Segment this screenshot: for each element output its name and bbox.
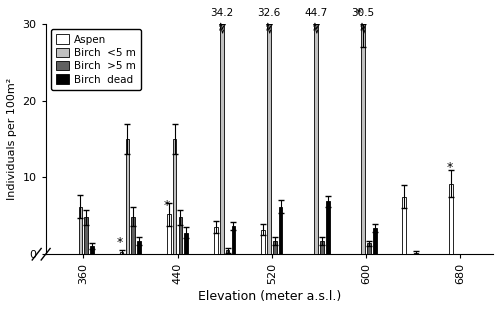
Bar bbox=[320, 241, 324, 254]
Bar bbox=[172, 139, 176, 254]
Bar bbox=[414, 253, 418, 254]
Bar bbox=[84, 217, 88, 254]
Text: *: * bbox=[356, 7, 362, 20]
Y-axis label: Individuals per 100m²: Individuals per 100m² bbox=[7, 78, 17, 200]
Bar bbox=[178, 217, 182, 254]
Text: *: * bbox=[446, 161, 452, 174]
Bar bbox=[450, 184, 453, 254]
Text: *: * bbox=[164, 199, 170, 212]
Bar bbox=[120, 252, 124, 254]
Bar bbox=[220, 24, 224, 254]
Text: 44.7: 44.7 bbox=[304, 8, 328, 18]
Bar bbox=[184, 233, 188, 254]
Bar bbox=[132, 217, 136, 254]
Bar bbox=[361, 24, 365, 254]
Bar bbox=[90, 246, 94, 254]
Bar bbox=[214, 227, 218, 254]
Bar bbox=[273, 241, 276, 254]
Bar bbox=[278, 207, 282, 254]
Text: *: * bbox=[116, 236, 123, 249]
Text: 30.5: 30.5 bbox=[352, 8, 374, 18]
Text: 34.2: 34.2 bbox=[210, 8, 234, 18]
Bar bbox=[314, 24, 318, 254]
Bar bbox=[402, 197, 406, 254]
X-axis label: Elevation (meter a.s.l.): Elevation (meter a.s.l.) bbox=[198, 290, 341, 303]
Bar bbox=[267, 24, 270, 254]
Bar bbox=[367, 243, 370, 254]
Text: 32.6: 32.6 bbox=[257, 8, 280, 18]
Bar bbox=[232, 226, 235, 254]
Bar bbox=[167, 214, 170, 254]
Bar bbox=[78, 207, 82, 254]
Bar bbox=[373, 228, 376, 254]
Bar bbox=[326, 201, 330, 254]
Bar bbox=[226, 250, 230, 254]
Legend: Aspen, Birch  <5 m, Birch  >5 m, Birch  dead: Aspen, Birch <5 m, Birch >5 m, Birch dea… bbox=[51, 29, 141, 90]
Bar bbox=[126, 139, 130, 254]
Bar bbox=[261, 230, 265, 254]
Bar bbox=[138, 241, 141, 254]
